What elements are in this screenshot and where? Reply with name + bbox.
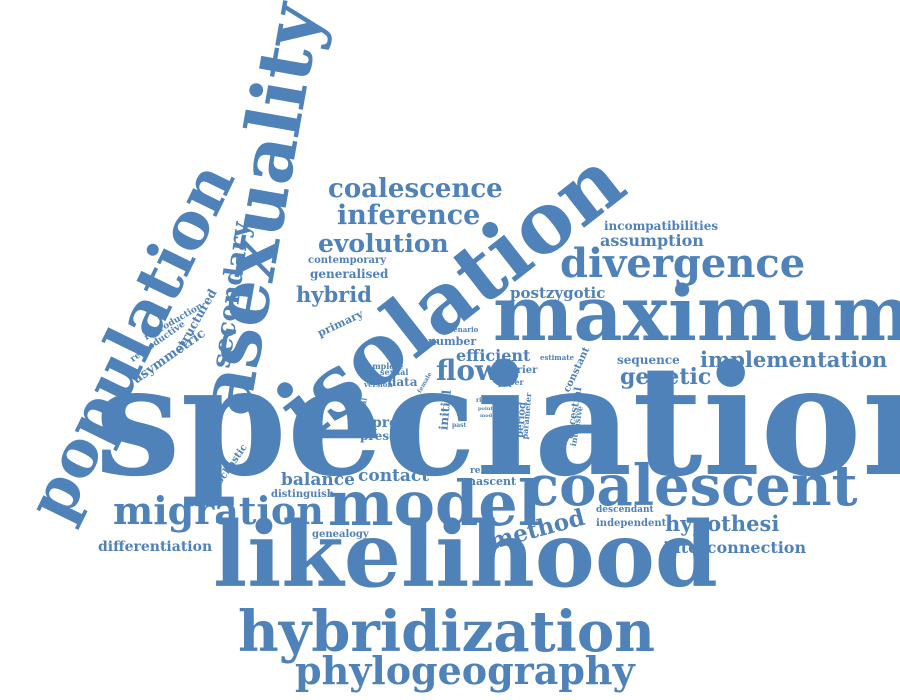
word-differentiation: differentiation bbox=[98, 539, 213, 555]
word-migration: migration bbox=[113, 488, 324, 533]
word-initial: initial bbox=[436, 389, 454, 431]
word-number: number bbox=[428, 335, 477, 348]
word-point: point bbox=[478, 406, 493, 412]
word-sequence: sequence bbox=[617, 353, 680, 367]
word-maximum: maximum bbox=[493, 269, 900, 358]
word-efficient: efficient bbox=[456, 346, 531, 365]
word-version: version bbox=[364, 380, 393, 389]
word-postzygotic: postzygotic bbox=[510, 284, 606, 302]
word-data: data bbox=[388, 375, 418, 389]
word-assumption: assumption bbox=[600, 231, 704, 250]
word-nascent: nascent bbox=[468, 475, 517, 488]
word-likelihood: likelihood bbox=[213, 502, 718, 608]
word-implementation: implementation bbox=[700, 347, 888, 372]
word-proc: proc bbox=[372, 415, 408, 431]
word-ride: ride bbox=[476, 397, 490, 404]
word-coalescence: coalescence bbox=[328, 174, 503, 204]
word-sexual: sexual bbox=[380, 367, 409, 377]
word-distinguish: distinguish bbox=[271, 489, 335, 500]
word-paper: paper bbox=[498, 377, 524, 387]
word-inference: inference bbox=[337, 200, 481, 231]
word-independent: independent bbox=[596, 518, 667, 529]
word-barrier: barrier bbox=[498, 365, 538, 376]
word-generalised: generalised bbox=[310, 267, 389, 281]
word-hypothesi: hypothesi bbox=[665, 511, 780, 536]
word-evolution: evolution bbox=[318, 229, 449, 258]
word-related: related bbox=[470, 466, 506, 476]
word-contemporary: contemporary bbox=[308, 255, 387, 266]
word-flow: flow bbox=[436, 354, 500, 387]
word-hybrid: hybrid bbox=[296, 282, 372, 307]
word-mode: mode bbox=[480, 413, 496, 419]
word-speciation: speciation bbox=[95, 331, 900, 510]
word-descendant: descendant bbox=[596, 505, 654, 515]
word-phylogeography: phylogeography bbox=[295, 648, 635, 693]
word-complete: complete bbox=[362, 361, 404, 371]
word-coalescent: coalescent bbox=[525, 453, 858, 519]
word-present: present bbox=[360, 429, 412, 443]
word-genetic: genetic bbox=[620, 364, 712, 390]
word-estimate: estimate bbox=[540, 353, 574, 362]
word-scenario: scenario bbox=[445, 325, 479, 334]
word-contact: contact bbox=[358, 466, 430, 486]
word-incompatibilities: incompatibilities bbox=[604, 219, 719, 233]
word-analysis: analysis bbox=[297, 431, 329, 440]
word-model: model bbox=[328, 467, 542, 540]
word-genealogy: genealogy bbox=[312, 529, 369, 540]
word-balance: balance bbox=[281, 470, 355, 490]
word-divergence: divergence bbox=[560, 240, 806, 287]
word-interconnection: interconnection bbox=[663, 538, 807, 557]
word-past: past bbox=[452, 422, 467, 429]
word-hybridization: hybridization bbox=[238, 599, 655, 665]
